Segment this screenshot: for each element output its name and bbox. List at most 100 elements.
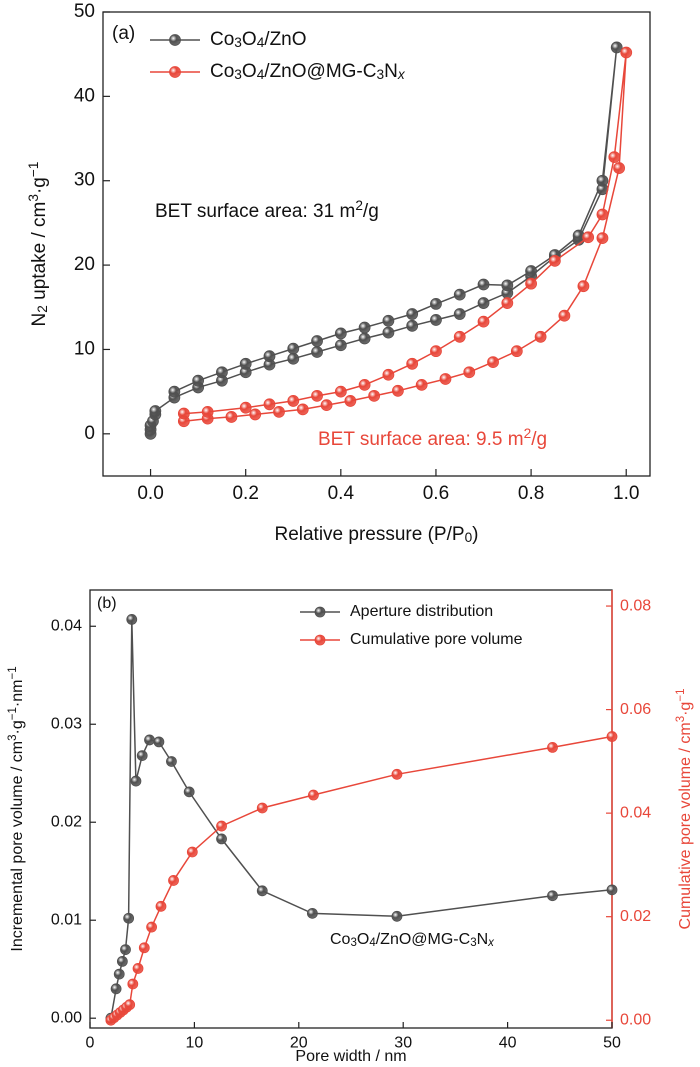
data-point (306, 907, 318, 919)
data-point (216, 366, 228, 379)
data-point (547, 890, 558, 902)
series-line (110, 619, 613, 1019)
data-point (391, 910, 403, 922)
y2-axis-label-group: Cumulative pore volume / cm3·g−1 (675, 689, 694, 930)
data-point (477, 278, 490, 291)
data-point (153, 736, 165, 748)
data-point (406, 357, 419, 370)
data-point (334, 385, 347, 398)
data-point (368, 389, 381, 402)
data-point (596, 232, 609, 244)
legend-marker (314, 606, 326, 618)
data-point (256, 802, 268, 814)
legend-marker (169, 34, 181, 46)
y2-tick-label: 0.00 (620, 1011, 651, 1028)
data-point (186, 846, 198, 858)
data-point (501, 297, 514, 309)
data-point (216, 820, 227, 832)
y2-tick-label: 0.04 (620, 804, 651, 821)
data-point (263, 350, 276, 363)
annotation: Co3O4/ZnO@MG-C3Nx (330, 931, 495, 949)
panel-label: (a) (112, 23, 135, 44)
panel-a: 0.0 0.2 0.4 0.6 0.8 1.0 0 10 20 30 40 50 Relative pr… (26, 1, 651, 545)
y-tick-label: 0.00 (51, 1009, 82, 1026)
data-point (430, 345, 442, 358)
x-tick-label: 50 (603, 1034, 621, 1051)
y2-axis-label: Cumulative pore volume / cm3·g−1 (675, 689, 694, 930)
x-tick-label: 40 (499, 1034, 517, 1051)
data-point (168, 875, 179, 886)
data-point (596, 174, 609, 187)
y-tick-label: 0.04 (51, 617, 82, 634)
legend-label: Co3O4/ZnO@MG-C3Nx (210, 61, 406, 82)
data-point (558, 309, 571, 322)
data-point (334, 339, 347, 352)
panel-label: (b) (97, 595, 117, 612)
x-tick-label: 20 (290, 1034, 308, 1051)
data-point (130, 775, 142, 787)
data-point (146, 921, 157, 933)
data-point (168, 385, 181, 398)
data-point (308, 789, 319, 801)
data-point (249, 408, 262, 421)
annotation: BET surface area: 31 m2/g (155, 198, 379, 222)
x-tick-label: 0.6 (423, 483, 449, 504)
y-tick-label: 10 (74, 338, 95, 359)
y2-tick-label: 0.08 (620, 597, 651, 614)
x-axis-label: Relative pressure (P/P0) (274, 524, 478, 545)
data-point (547, 741, 558, 753)
data-point (548, 254, 561, 267)
series-line (183, 52, 627, 422)
data-point (358, 332, 371, 345)
data-point (239, 357, 252, 370)
data-point (225, 411, 238, 423)
y-tick-label: 20 (74, 254, 95, 275)
data-point (127, 978, 139, 990)
data-point (287, 342, 300, 355)
data-point (572, 229, 585, 242)
y2-tick-label: 0.02 (620, 908, 651, 925)
data-point (477, 297, 490, 309)
data-point (124, 999, 136, 1011)
y-axis-label: N2 uptake / cm3·g−1 (26, 162, 50, 327)
legend-label: Co3O4/ZnO (210, 29, 307, 50)
data-point (144, 734, 155, 746)
data-point (406, 319, 419, 332)
data-point (439, 373, 452, 385)
legend-marker (314, 634, 326, 646)
data-point (501, 279, 514, 292)
data-point (487, 356, 499, 369)
data-point (334, 327, 347, 340)
data-point (320, 399, 333, 412)
plot-frame (102, 11, 651, 477)
data-point (166, 756, 177, 767)
data-point (620, 46, 633, 59)
data-point (201, 405, 214, 418)
y-tick-label: 30 (74, 170, 95, 191)
data-point (126, 613, 138, 625)
data-point (477, 315, 490, 328)
data-point (311, 346, 323, 358)
data-point (311, 335, 323, 347)
y-tick-label: 0 (84, 423, 95, 444)
data-point (287, 395, 300, 407)
y2-tick-label: 0.06 (620, 701, 651, 718)
data-point (596, 208, 609, 221)
data-point (116, 955, 128, 967)
data-point (606, 731, 618, 742)
data-point (138, 942, 150, 954)
data-point (287, 352, 300, 365)
legend-label: Cumulative pore volume (350, 631, 523, 648)
x-tick-label: 0.4 (328, 483, 355, 504)
data-point (263, 398, 276, 411)
panel-b: 0 10 20 30 40 50 0.00 0.01 0.02 0.03 0.04 0.00 0.02 0… (7, 589, 694, 1065)
data-point (453, 330, 466, 343)
data-point (582, 231, 595, 244)
data-point (391, 768, 403, 780)
data-point (311, 389, 323, 402)
data-point (608, 151, 621, 164)
data-point (406, 308, 419, 320)
x-tick-label: 1.0 (613, 483, 639, 504)
data-point (358, 321, 371, 334)
